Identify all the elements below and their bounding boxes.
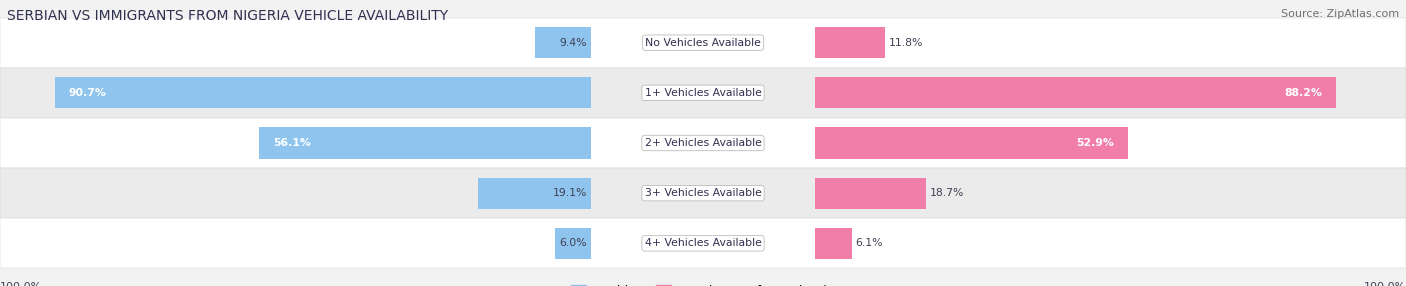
Text: 1+ Vehicles Available: 1+ Vehicles Available	[644, 88, 762, 98]
Text: No Vehicles Available: No Vehicles Available	[645, 38, 761, 48]
Bar	[815, 228, 852, 259]
Bar	[478, 178, 591, 209]
Bar	[815, 27, 886, 58]
Bar	[815, 128, 1128, 158]
Text: 100.0%: 100.0%	[1364, 283, 1406, 286]
Text: 4+ Vehicles Available: 4+ Vehicles Available	[644, 238, 762, 248]
Bar	[55, 77, 591, 108]
Text: 11.8%: 11.8%	[889, 38, 924, 48]
Text: 88.2%: 88.2%	[1285, 88, 1322, 98]
Bar	[259, 128, 591, 158]
Text: 52.9%: 52.9%	[1076, 138, 1114, 148]
Text: 18.7%: 18.7%	[929, 188, 963, 198]
Bar	[815, 77, 1336, 108]
Bar	[0, 68, 1406, 118]
Text: 6.1%: 6.1%	[855, 238, 883, 248]
Bar	[0, 118, 1406, 168]
Text: 6.0%: 6.0%	[560, 238, 588, 248]
Text: 56.1%: 56.1%	[273, 138, 311, 148]
Bar	[0, 17, 1406, 68]
Text: 19.1%: 19.1%	[553, 188, 588, 198]
Text: Source: ZipAtlas.com: Source: ZipAtlas.com	[1281, 9, 1399, 19]
Text: 90.7%: 90.7%	[69, 88, 107, 98]
Text: 3+ Vehicles Available: 3+ Vehicles Available	[644, 188, 762, 198]
Legend: Serbian, Immigrants from Nigeria: Serbian, Immigrants from Nigeria	[567, 280, 839, 286]
Bar	[536, 27, 591, 58]
Text: 100.0%: 100.0%	[0, 283, 42, 286]
Text: SERBIAN VS IMMIGRANTS FROM NIGERIA VEHICLE AVAILABILITY: SERBIAN VS IMMIGRANTS FROM NIGERIA VEHIC…	[7, 9, 449, 23]
Text: 2+ Vehicles Available: 2+ Vehicles Available	[644, 138, 762, 148]
Text: 9.4%: 9.4%	[560, 38, 588, 48]
Bar	[0, 168, 1406, 218]
Bar	[0, 218, 1406, 269]
Bar	[815, 178, 927, 209]
Bar	[555, 228, 591, 259]
